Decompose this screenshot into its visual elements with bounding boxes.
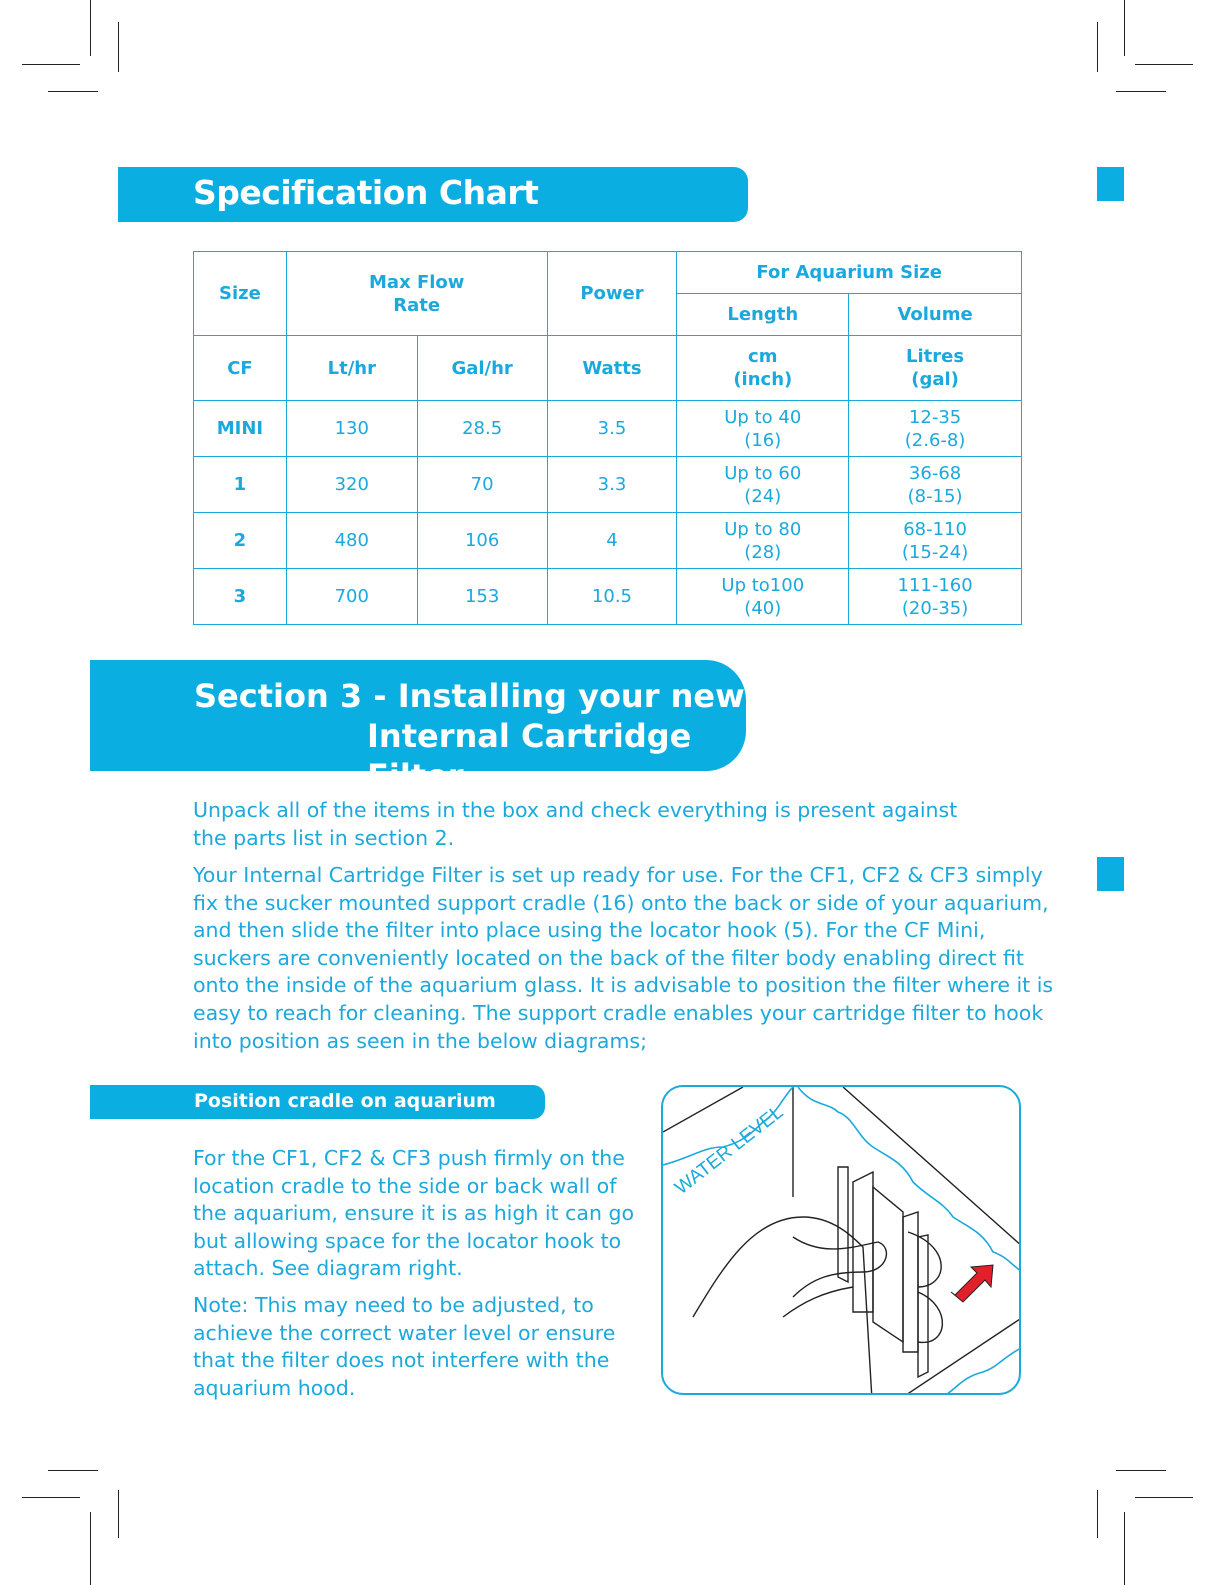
cell-size: MINI	[193, 400, 287, 457]
cell-size: 1	[193, 456, 287, 513]
crop-mark	[1124, 0, 1125, 56]
table-row: 3 700 153 10.5 Up to100 (40) 111-160 (20-3…	[193, 568, 1022, 625]
header-aquarium-size: For Aquarium Size	[676, 251, 1022, 294]
text-line: but allowing space for the locator hook …	[193, 1228, 622, 1253]
cell-galhr: 153	[416, 568, 548, 625]
crop-mark	[1135, 1497, 1193, 1498]
water-level-label: WATER LEVEL	[671, 1102, 787, 1199]
text-line: and then slide the filter into place usi…	[193, 918, 986, 943]
cell-length: Up to 80 (28)	[676, 512, 850, 569]
crop-mark	[1116, 91, 1166, 92]
cell-volume: 111-160 (20-35)	[848, 568, 1022, 625]
crop-mark	[1135, 64, 1193, 65]
cradle-instructions: For the CF1, CF2 & CF3 push firmly on th…	[193, 1145, 634, 1283]
unit-litres: Litres (gal)	[848, 335, 1022, 401]
side-tab-marker	[1097, 857, 1124, 891]
text-line: the parts list in section 2.	[193, 825, 455, 850]
unit-watts: Watts	[546, 335, 678, 401]
section3-heading: Section 3 - Installing your new Internal …	[90, 660, 746, 795]
cell-galhr: 106	[416, 512, 548, 569]
cell-lthr: 480	[285, 512, 418, 569]
cell-size: 3	[193, 568, 287, 625]
cell-length: Up to 40 (16)	[676, 400, 850, 457]
spec-table: Size Max Flow Rate Power For Aquarium Siz…	[193, 251, 1022, 625]
cradle-illustration: WATER LEVEL	[661, 1085, 1021, 1395]
cell-volume: 68-110 (15-24)	[848, 512, 1022, 569]
crop-mark	[22, 1497, 80, 1498]
text-line: For the CF1, CF2 & CF3 push firmly on th…	[193, 1146, 625, 1170]
crop-mark	[90, 1512, 91, 1585]
cell-volume: 36-68 (8-15)	[848, 456, 1022, 513]
unit-cf: CF	[193, 335, 287, 401]
spec-chart-heading: Specification Chart	[118, 167, 748, 222]
cell-watts: 10.5	[546, 568, 678, 625]
crop-mark	[22, 64, 80, 65]
text-line: that the filter does not interfere with …	[193, 1348, 610, 1373]
table-row: 1 320 70 3.3 Up to 60 (24) 36-68 (8-15)	[193, 456, 1022, 513]
side-tab-marker	[1097, 167, 1124, 201]
header-size: Size	[193, 251, 287, 336]
cell-lthr: 130	[285, 400, 418, 457]
unit-lthr: Lt/hr	[285, 335, 418, 401]
unit-cm: cm (inch)	[676, 335, 850, 401]
cell-lthr: 700	[285, 568, 418, 625]
header-length: Length	[676, 293, 850, 336]
text-line: aquarium hood.	[193, 1375, 356, 1400]
crop-mark	[118, 1490, 119, 1538]
text-line: achieve the correct water level or ensur…	[193, 1320, 616, 1345]
text-line: Unpack all of the items in the box and c…	[193, 798, 958, 822]
text-line: fix the sucker mounted support cradle (1…	[193, 890, 1049, 915]
crop-mark	[48, 1470, 98, 1471]
text-line: Note: This may need to be adjusted, to	[193, 1293, 594, 1317]
text-line: attach. See diagram right.	[193, 1256, 463, 1281]
text-line: Your Internal Cartridge Filter is set up…	[193, 863, 1043, 887]
header-power: Power	[546, 251, 678, 336]
cell-watts: 3.5	[546, 400, 678, 457]
crop-mark	[90, 0, 91, 56]
cell-volume: 12-35 (2.6-8)	[848, 400, 1022, 457]
text-line: easy to reach for cleaning. The support …	[193, 1000, 1044, 1025]
crop-mark	[1116, 1470, 1166, 1471]
cell-length: Up to100 (40)	[676, 568, 850, 625]
cell-galhr: 28.5	[416, 400, 548, 457]
text-line: suckers are conveniently located on the …	[193, 945, 1024, 970]
cell-lthr: 320	[285, 456, 418, 513]
header-volume: Volume	[848, 293, 1022, 336]
cell-watts: 3.3	[546, 456, 678, 513]
text-line: the aquarium, ensure it is as high it ca…	[193, 1201, 635, 1226]
cell-watts: 4	[546, 512, 678, 569]
crop-mark	[118, 22, 119, 72]
text-line: location cradle to the side or back wall…	[193, 1173, 617, 1198]
section3-intro: Unpack all of the items in the box and c…	[193, 797, 957, 852]
crop-mark	[48, 91, 98, 92]
crop-mark	[1097, 1490, 1098, 1538]
cell-galhr: 70	[416, 456, 548, 513]
table-row: MINI 130 28.5 3.5 Up to 40 (16) 12-35 (2.6…	[193, 400, 1022, 457]
crop-mark	[1097, 22, 1098, 72]
cell-size: 2	[193, 512, 287, 569]
unit-galhr: Gal/hr	[416, 335, 548, 401]
section3-setup: Your Internal Cartridge Filter is set up…	[193, 862, 1053, 1055]
header-max-flow: Max Flow Rate	[285, 251, 548, 336]
cradle-heading: Position cradle on aquarium	[90, 1085, 545, 1119]
arrow-icon	[950, 1264, 994, 1303]
cell-length: Up to 60 (24)	[676, 456, 850, 513]
text-line: into position as seen in the below diagr…	[193, 1028, 648, 1053]
cradle-note: Note: This may need to be adjusted, to ac…	[193, 1292, 615, 1402]
crop-mark	[1124, 1512, 1125, 1585]
table-row: 2 480 106 4 Up to 80 (28) 68-110 (15-24)	[193, 512, 1022, 569]
text-line: onto the inside of the aquarium glass. I…	[193, 973, 1054, 998]
